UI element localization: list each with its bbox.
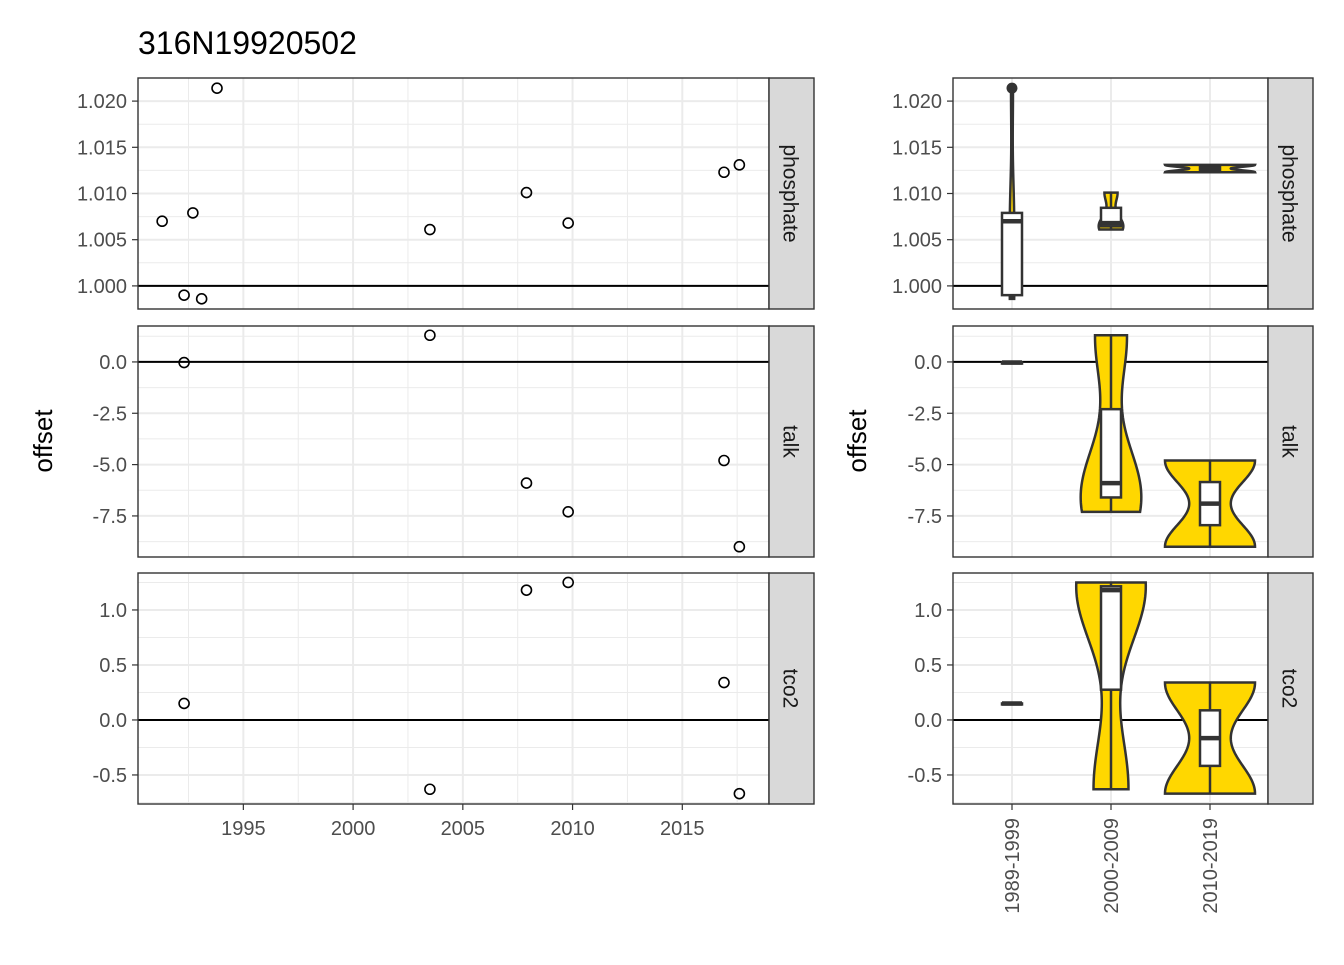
x-tick-label-category: 1989-1999	[1002, 818, 1024, 914]
y-tick-label: 0.0	[99, 710, 127, 732]
facet-strip	[768, 77, 815, 310]
facet-strip-label-phosphate: phosphate	[779, 144, 802, 242]
data-point	[733, 159, 746, 171]
y-tick-label: 1.0	[914, 600, 942, 622]
y-tick-label: 1.015	[892, 137, 942, 159]
facet-strip	[768, 572, 815, 805]
y-tick-label: 1.010	[892, 184, 942, 206]
y-tick-label: 1.0	[99, 600, 127, 622]
facet-strip-label-tco2: tco2	[779, 669, 802, 709]
x-tick-label-category: 2010-2019	[1200, 818, 1222, 914]
y-axis-label-left: offset	[28, 409, 58, 473]
y-tick-label: 0.5	[99, 655, 127, 677]
x-tick-label: 2010	[550, 818, 595, 840]
data-point	[562, 506, 574, 518]
y-tick-label: 1.000	[77, 276, 127, 298]
data-point	[178, 289, 190, 301]
data-point	[424, 223, 436, 236]
data-point	[562, 576, 574, 589]
y-tick-label: -5.0	[908, 455, 942, 477]
data-point	[733, 540, 746, 553]
box-2000-2009	[1099, 585, 1123, 691]
data-point	[178, 697, 190, 710]
data-point	[424, 783, 436, 796]
facet-strip	[768, 325, 815, 558]
facet-strip-label-tco2: tco2	[1278, 669, 1301, 709]
x-tick-label: 2000	[331, 818, 376, 840]
y-tick-label: 0.0	[914, 352, 942, 374]
facet-strip-label-talk: talk	[1278, 425, 1301, 458]
facet-strip	[1267, 77, 1314, 310]
y-tick-label: 0.0	[99, 352, 127, 374]
data-point	[178, 356, 190, 369]
outlier-point	[1006, 82, 1018, 94]
y-axis-label-right: offset	[842, 409, 872, 473]
box-2000-2009	[1099, 407, 1123, 499]
data-point	[718, 454, 730, 467]
chart-title: 316N19920502	[138, 25, 357, 61]
x-tick-label: 2005	[441, 818, 486, 840]
data-point	[733, 787, 746, 800]
y-tick-label: -2.5	[908, 403, 942, 425]
y-tick-label: 1.000	[892, 276, 942, 298]
facet-strip-label-talk: talk	[779, 425, 802, 458]
x-tick-label: 2015	[660, 818, 705, 840]
y-tick-label: -0.5	[93, 765, 127, 787]
y-tick-label: 0.0	[914, 710, 942, 732]
x-tick-label: 1995	[221, 818, 266, 840]
y-tick-label: 1.005	[892, 230, 942, 252]
box-1989-1999	[1000, 211, 1024, 297]
y-tick-label: 1.020	[892, 91, 942, 113]
y-tick-label: 1.005	[77, 230, 127, 252]
y-tick-label: -7.5	[93, 506, 127, 528]
panel-background-left-tco2	[138, 573, 769, 804]
data-point	[718, 166, 730, 179]
x-tick-label-category: 2000-2009	[1101, 818, 1123, 914]
data-point	[424, 329, 436, 342]
data-point	[718, 676, 730, 689]
data-point	[562, 217, 574, 229]
y-tick-label: 0.5	[914, 655, 942, 677]
y-tick-label: -2.5	[93, 403, 127, 425]
y-tick-label: 1.010	[77, 184, 127, 206]
data-point	[520, 477, 533, 489]
facet-strip	[1267, 572, 1314, 805]
y-tick-label: 1.020	[77, 91, 127, 113]
facet-strip	[1267, 325, 1314, 558]
panel-background-left-talk	[138, 326, 769, 557]
y-tick-label: -5.0	[93, 455, 127, 477]
data-point	[520, 186, 533, 199]
y-tick-label: 1.015	[77, 137, 127, 159]
y-tick-label: -0.5	[908, 765, 942, 787]
data-point	[520, 584, 533, 596]
data-point	[156, 215, 168, 228]
y-tick-label: -7.5	[908, 506, 942, 528]
data-point	[195, 293, 208, 305]
facet-strip-label-phosphate: phosphate	[1278, 144, 1301, 242]
data-point	[211, 82, 223, 94]
data-point	[187, 207, 199, 219]
